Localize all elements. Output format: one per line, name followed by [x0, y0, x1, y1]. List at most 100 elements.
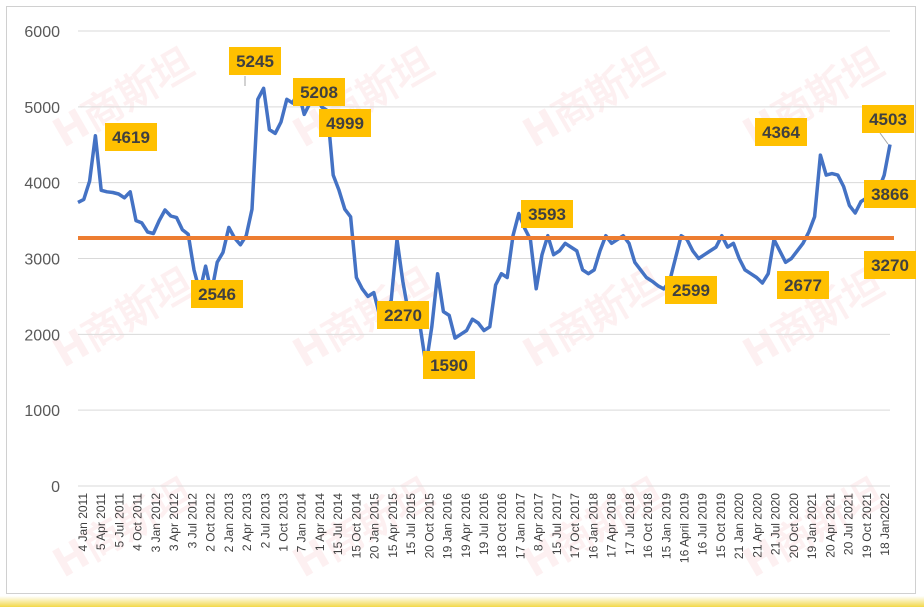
- x-tick-label: 15 Jan 2019: [659, 493, 673, 559]
- callout-label: 2677: [784, 276, 822, 295]
- data-callout: 3866: [864, 180, 916, 208]
- data-callout: 3593: [521, 200, 573, 228]
- x-tick-label: 20 Jul 2021: [842, 493, 856, 555]
- callout-label: 4503: [869, 110, 907, 129]
- x-tick-label: 7 Jan 2014: [295, 493, 309, 553]
- data-callout: 4619: [105, 123, 157, 151]
- y-tick-label: 4000: [24, 176, 60, 193]
- data-callout: 2270: [377, 301, 429, 329]
- callout-label: 1590: [430, 356, 468, 375]
- x-tick-label: 15 Jul 2015: [404, 493, 418, 555]
- x-tick-label: 16 Oct 2018: [641, 493, 655, 559]
- x-tick-label: 2 Jan 2013: [222, 493, 236, 553]
- x-tick-label: 17 Oct 2017: [568, 493, 582, 559]
- callout-box: [864, 180, 916, 208]
- callout-box: [191, 280, 243, 308]
- data-callout: 1590: [423, 351, 475, 379]
- x-tick-label: 5 Apr 2011: [94, 493, 108, 550]
- y-tick-label: 5000: [24, 100, 60, 117]
- data-callout: 2677: [777, 271, 829, 299]
- callout-box: [777, 271, 829, 299]
- x-tick-label: 20 Jan 2015: [368, 493, 382, 559]
- x-tick-label: 17 Apr 2018: [605, 493, 619, 558]
- x-tick-label: 20 Oct 2020: [787, 493, 801, 559]
- x-tick-label: 18 Oct 2016: [495, 493, 509, 559]
- y-tick-label: 3000: [24, 252, 60, 269]
- x-tick-label: 15 Apr 2015: [386, 493, 400, 558]
- x-tick-label: 16 April 2019: [678, 493, 692, 563]
- data-callout: 2546: [191, 280, 243, 308]
- x-tick-label: 3 Apr 2012: [167, 493, 181, 551]
- x-tick-label: 4 Jan 2011: [76, 493, 90, 552]
- callout-label: 5208: [300, 83, 338, 102]
- callout-box: [864, 251, 916, 279]
- callout-box: [755, 118, 807, 146]
- x-tick-label: 21 Jan 2020: [732, 493, 746, 559]
- callout-label: 2599: [672, 281, 710, 300]
- y-tick-label: 2000: [24, 327, 60, 344]
- y-tick-label: 1000: [24, 403, 60, 420]
- callout-box: [521, 200, 573, 228]
- x-axis-ticks: 4 Jan 2011 5 Apr 2011 5 Jul 2011 4 Oct 2011…: [76, 493, 892, 563]
- x-tick-label: 8 Apr 2017: [532, 493, 546, 551]
- x-tick-label: 20 Apr 2021: [823, 493, 837, 558]
- x-tick-label: 21 Apr 2020: [750, 493, 764, 558]
- x-tick-label: 17 Jan 2017: [513, 493, 527, 559]
- callout-box: [229, 47, 281, 75]
- watermark-text: H商斯坦: [46, 260, 202, 377]
- x-tick-label: 16 Jan 2018: [586, 493, 600, 559]
- x-tick-label: 15 Oct 2014: [349, 493, 363, 559]
- data-callout: 5208: [293, 78, 345, 106]
- callout-box: [105, 123, 157, 151]
- callout-label: 3270: [871, 256, 909, 275]
- x-tick-label: 19 Jul 2016: [477, 493, 491, 555]
- x-tick-label: 15 Oct 2019: [714, 493, 728, 559]
- data-callout: 4503: [862, 105, 914, 145]
- x-tick-label: 20 Oct 2015: [422, 493, 436, 559]
- bottom-accent-bar: [0, 596, 924, 607]
- data-callout: 4999: [319, 109, 371, 137]
- x-tick-label: 15 Jul 2017: [550, 493, 564, 555]
- data-callout: 5245: [229, 47, 281, 86]
- data-callout: 2599: [665, 276, 717, 304]
- gridlines: [78, 30, 890, 487]
- callout-box: [423, 351, 475, 379]
- x-tick-label: 5 Jul 2011: [112, 493, 126, 548]
- chart-frame: [6, 6, 916, 594]
- x-tick-label: 1 Oct 2013: [277, 493, 291, 552]
- callout-label: 4999: [326, 114, 364, 133]
- x-tick-label: 15 Jul 2014: [331, 493, 345, 555]
- x-tick-label: 2 Jul 2013: [258, 493, 272, 549]
- callout-box: [377, 301, 429, 329]
- x-tick-label: 19 Jan 2016: [441, 493, 455, 559]
- data-callout: 3270: [864, 251, 916, 279]
- x-tick-label: 17 Jul 2018: [623, 493, 637, 555]
- x-tick-label: 18 Jan2022: [878, 493, 892, 556]
- x-tick-label: 2 Apr 2013: [240, 493, 254, 551]
- y-tick-label: 6000: [24, 24, 60, 41]
- watermark-text: H商斯坦: [516, 40, 672, 157]
- x-tick-label: 19 Jan 2021: [805, 493, 819, 559]
- y-tick-label: 0: [51, 479, 60, 496]
- callout-box: [293, 78, 345, 106]
- callout-label: 3866: [871, 185, 909, 204]
- callout-label: 2270: [384, 306, 422, 325]
- x-tick-label: 19 Apr 2016: [459, 493, 473, 558]
- callout-label: 5245: [236, 52, 274, 71]
- x-tick-label: 2 Oct 2012: [204, 493, 218, 552]
- callout-label: 4619: [112, 128, 150, 147]
- callout-box: [665, 276, 717, 304]
- callout-box: [862, 105, 914, 133]
- x-tick-label: 19 Oct 2021: [860, 493, 874, 559]
- data-callout: 4364: [755, 118, 807, 146]
- x-tick-label: 4 Oct 2011: [131, 493, 145, 551]
- x-tick-label: 1 Apr 2014: [313, 493, 327, 551]
- callout-leader: [879, 132, 889, 145]
- callout-layer: 4619 2546 5245 5208 4999 2270 1590 3593 2599 2677…: [105, 47, 916, 379]
- x-tick-label: 3 Jan 2012: [149, 493, 163, 553]
- x-tick-label: 21 Jul 2020: [769, 493, 783, 555]
- y-axis-ticks: 0 1000 2000 3000 4000 5000 6000: [24, 24, 60, 496]
- callout-box: [319, 109, 371, 137]
- callout-label: 4364: [762, 123, 800, 142]
